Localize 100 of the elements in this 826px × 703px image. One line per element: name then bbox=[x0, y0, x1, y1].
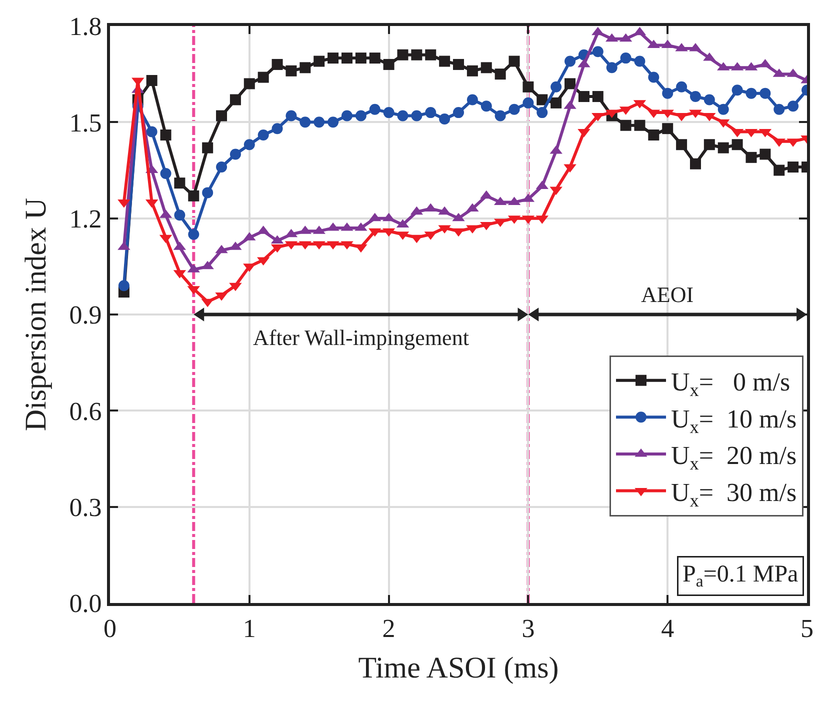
point bbox=[369, 104, 380, 115]
point bbox=[746, 152, 757, 163]
point bbox=[160, 129, 172, 140]
point bbox=[466, 94, 478, 106]
y-tick-label: 0.9 bbox=[69, 300, 102, 330]
point bbox=[411, 110, 422, 122]
point bbox=[550, 97, 562, 108]
x-tick-label: 4 bbox=[661, 614, 674, 644]
x-tick-label: 1 bbox=[242, 614, 256, 644]
point bbox=[648, 129, 660, 140]
point bbox=[606, 62, 618, 74]
point bbox=[620, 120, 632, 131]
point bbox=[774, 104, 785, 115]
point bbox=[550, 81, 562, 92]
point bbox=[480, 100, 492, 112]
point bbox=[662, 123, 674, 134]
point bbox=[648, 72, 660, 83]
point bbox=[718, 142, 729, 154]
point bbox=[272, 58, 283, 70]
point bbox=[564, 78, 576, 90]
point bbox=[314, 56, 325, 67]
point bbox=[300, 62, 311, 74]
point bbox=[230, 94, 241, 106]
point bbox=[188, 228, 200, 240]
point bbox=[634, 120, 646, 131]
x-axis-title: Time ASOI (ms) bbox=[358, 652, 559, 685]
point bbox=[258, 72, 269, 83]
point bbox=[286, 65, 297, 76]
point bbox=[620, 52, 632, 64]
point bbox=[383, 107, 394, 118]
point bbox=[704, 94, 715, 106]
point bbox=[522, 97, 534, 108]
point bbox=[146, 126, 158, 138]
legend-label: U$_{x}$= 20 m/s bbox=[671, 441, 797, 474]
point bbox=[411, 49, 422, 60]
point bbox=[341, 52, 352, 64]
point bbox=[592, 46, 604, 58]
point bbox=[216, 162, 228, 173]
point bbox=[258, 129, 269, 140]
point bbox=[453, 107, 464, 118]
point bbox=[592, 91, 604, 102]
y-tick-label: 0.6 bbox=[69, 396, 102, 426]
point bbox=[634, 56, 646, 67]
point bbox=[564, 56, 576, 67]
annotation: AEOI bbox=[641, 282, 694, 307]
point bbox=[174, 178, 186, 189]
point bbox=[662, 88, 674, 99]
point bbox=[286, 110, 297, 122]
point bbox=[508, 104, 520, 115]
y-tick-label: 1.2 bbox=[69, 204, 102, 234]
point bbox=[383, 58, 394, 70]
y-tick-label: 1.8 bbox=[69, 12, 102, 42]
point bbox=[536, 94, 548, 106]
point bbox=[732, 139, 743, 150]
point bbox=[788, 162, 799, 173]
legend-label: U$_{x}$= 10 m/s bbox=[671, 404, 797, 437]
point bbox=[272, 123, 283, 134]
point bbox=[188, 190, 200, 202]
point bbox=[369, 52, 380, 64]
point bbox=[466, 65, 478, 76]
x-tick-label: 2 bbox=[382, 614, 396, 644]
point bbox=[355, 110, 366, 122]
point bbox=[480, 62, 492, 74]
annotation: P$_{a}$=0.1 MPa bbox=[682, 562, 799, 591]
point bbox=[453, 58, 464, 70]
point bbox=[536, 107, 548, 118]
point bbox=[746, 88, 757, 99]
point bbox=[244, 139, 255, 150]
point bbox=[230, 148, 241, 160]
legend-label: U$_{x}$= 30 m/s bbox=[671, 478, 797, 510]
point bbox=[690, 91, 701, 102]
point bbox=[494, 68, 506, 80]
point bbox=[704, 139, 715, 150]
point bbox=[494, 110, 506, 122]
point bbox=[425, 107, 436, 118]
point bbox=[244, 78, 255, 90]
x-tick-label: 3 bbox=[522, 614, 535, 644]
point bbox=[314, 116, 325, 128]
legend-label: U$_{x}$= 0 m/s bbox=[671, 367, 790, 400]
point bbox=[160, 168, 172, 179]
point bbox=[690, 158, 701, 170]
point bbox=[578, 91, 590, 102]
y-tick-label: 1.5 bbox=[69, 108, 102, 138]
point bbox=[118, 280, 130, 292]
point bbox=[439, 113, 450, 124]
point bbox=[676, 139, 688, 150]
point bbox=[522, 81, 534, 92]
point bbox=[774, 164, 785, 176]
point bbox=[328, 52, 339, 64]
y-tick-label: 0.0 bbox=[69, 589, 102, 618]
point bbox=[397, 110, 408, 122]
point bbox=[760, 88, 771, 99]
point bbox=[425, 49, 436, 60]
point bbox=[732, 84, 743, 96]
point bbox=[355, 52, 366, 64]
point bbox=[174, 210, 186, 221]
point bbox=[300, 116, 311, 128]
x-tick-label: 5 bbox=[800, 614, 814, 644]
point bbox=[788, 100, 799, 112]
x-tick-label: 0 bbox=[104, 614, 116, 644]
